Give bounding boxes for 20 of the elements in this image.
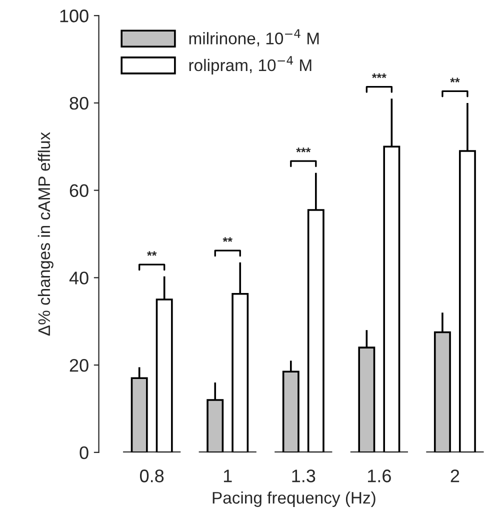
- annotation: ***: [296, 148, 311, 152]
- legend-label: milrinone, 10$^{−4}$ M: [189, 29, 319, 46]
- x-tick-label: 1.3: [292, 470, 316, 482]
- y-tick-label: 20: [70, 358, 88, 372]
- x-tick-label: 0.8: [140, 470, 164, 482]
- x-tick-label: 1: [224, 470, 232, 482]
- y-tick-label: 80: [70, 96, 88, 110]
- annotation: **: [222, 237, 232, 242]
- y-axis-title: Δ% changes in cAMP efflux: [38, 132, 54, 336]
- y-tick-label: 60: [70, 184, 88, 198]
- annotation: ***: [372, 73, 386, 78]
- y-tick-label: 0: [80, 446, 88, 460]
- legend-label: rolipram, 10$^{−4}$ M: [189, 56, 312, 74]
- x-tick-label: 1.6: [368, 470, 391, 482]
- annotation: **: [450, 78, 460, 82]
- x-tick-label: 2: [450, 470, 460, 482]
- x-axis-title: Pacing frequency (Hz): [212, 491, 376, 507]
- annotation: **: [147, 251, 157, 256]
- y-tick-label: 100: [60, 10, 88, 22]
- y-tick-label: 40: [69, 272, 88, 284]
